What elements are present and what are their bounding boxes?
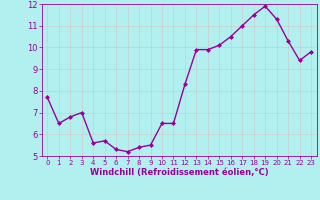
X-axis label: Windchill (Refroidissement éolien,°C): Windchill (Refroidissement éolien,°C) — [90, 168, 268, 177]
